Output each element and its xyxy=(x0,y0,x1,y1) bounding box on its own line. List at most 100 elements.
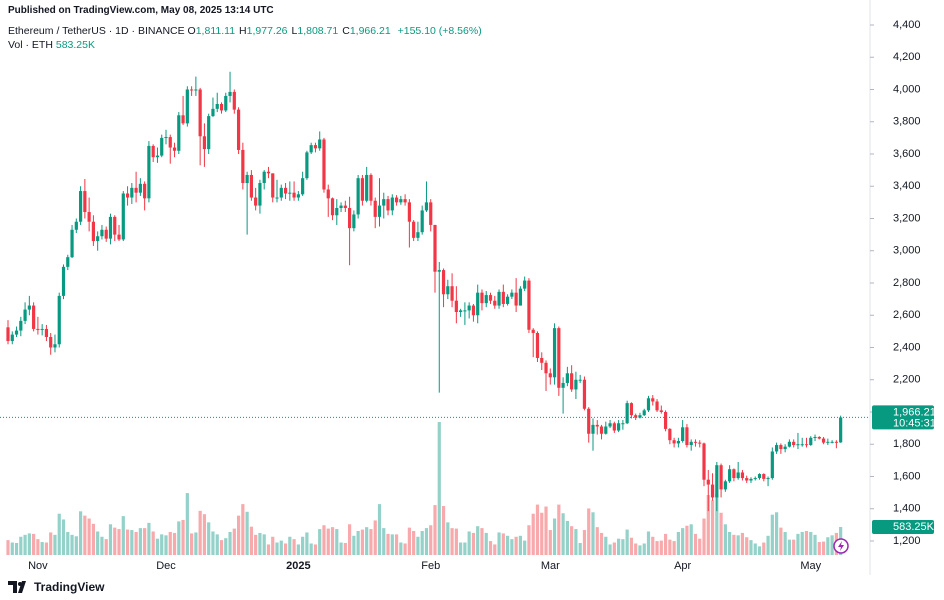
volume-bar xyxy=(531,513,535,555)
y-tick-label: 2,800 xyxy=(893,277,921,289)
candle-body xyxy=(702,443,706,480)
candle-body xyxy=(663,411,668,429)
volume-bar xyxy=(249,526,253,555)
volume-bar xyxy=(373,520,377,555)
candle-body xyxy=(668,428,672,441)
candle-body xyxy=(177,115,181,151)
candle-body xyxy=(27,305,31,310)
volume-bar xyxy=(83,515,87,555)
candle-body xyxy=(676,441,680,444)
volume-bar xyxy=(565,520,569,555)
volume-bar xyxy=(732,534,736,555)
candle-body xyxy=(134,187,138,193)
candle-body xyxy=(775,445,779,452)
axis-labels: Nov Dec 2025 Feb Mar Apr May xyxy=(28,560,822,572)
candle-body xyxy=(809,437,813,446)
candle-body xyxy=(800,444,804,446)
footer: TradingView xyxy=(8,580,104,594)
candle-body xyxy=(168,137,172,148)
volume-bar xyxy=(348,524,352,555)
candle-body xyxy=(241,149,245,184)
volume-bar xyxy=(87,518,91,555)
volume-bar xyxy=(74,536,78,555)
candle-body xyxy=(394,197,399,203)
volume-bar xyxy=(96,531,100,555)
volume-bar xyxy=(663,533,668,555)
candle-body xyxy=(450,286,454,301)
volume-bar xyxy=(343,543,347,555)
volume-bar xyxy=(181,519,185,555)
volume-bar xyxy=(134,531,138,555)
candle-body xyxy=(78,191,83,222)
volume-bar xyxy=(702,518,706,555)
volume-bar xyxy=(266,544,271,555)
x-tick-label: Feb xyxy=(421,560,440,572)
candle-body xyxy=(326,189,330,199)
volume-bar xyxy=(369,529,373,555)
candle-body xyxy=(125,193,130,198)
candle-body xyxy=(386,199,390,211)
countdown: 10:45:31 xyxy=(893,417,936,429)
volume-bar xyxy=(719,512,723,555)
y-tick-label: 3,000 xyxy=(893,245,921,257)
volume-box xyxy=(872,520,934,535)
candle-body xyxy=(121,193,125,240)
candle-body xyxy=(117,234,121,240)
candle-body xyxy=(181,115,185,124)
candle-body xyxy=(655,401,659,411)
candle-body xyxy=(634,415,638,418)
volume-bar xyxy=(104,539,108,555)
candle-body xyxy=(710,484,715,498)
volume-bar xyxy=(121,516,125,555)
volume-bar xyxy=(471,532,476,555)
candle-body xyxy=(488,295,493,301)
volume-bar xyxy=(117,529,121,555)
y-tick-label: 2,400 xyxy=(893,341,921,353)
volume-bar xyxy=(113,527,117,555)
volume-bar xyxy=(514,536,518,555)
volume-bar xyxy=(429,525,433,555)
candle-body xyxy=(420,210,424,233)
candle-body xyxy=(642,410,646,416)
candle-body xyxy=(19,320,23,331)
volume-bar xyxy=(36,539,40,555)
volume-bar xyxy=(6,540,10,555)
candle-body xyxy=(604,426,608,434)
last-price-box xyxy=(872,405,934,430)
volume-bar xyxy=(450,528,454,555)
candle-body xyxy=(544,362,548,374)
candle-body xyxy=(322,139,326,190)
volume-bar xyxy=(574,529,578,555)
brand: TradingView xyxy=(34,580,105,594)
volume-bar xyxy=(728,531,732,555)
volume-bar xyxy=(19,536,23,555)
brand-logo xyxy=(8,581,26,593)
volume-bar xyxy=(493,544,497,555)
volume-bar xyxy=(177,521,181,555)
candle-body xyxy=(480,292,484,304)
candle-body xyxy=(796,444,800,446)
candle-body xyxy=(527,280,531,330)
candle-body xyxy=(514,292,518,306)
volume-bar xyxy=(484,532,488,555)
volume-bar xyxy=(61,519,66,555)
volume-bar xyxy=(91,523,95,555)
y-tick-label: 3,800 xyxy=(893,116,921,128)
symbol: Ethereum / TetherUS · 1D · BINANCE xyxy=(8,25,185,37)
candle-body xyxy=(839,417,843,443)
volume-bar xyxy=(535,504,540,555)
change: +155.10 (+8.56%) xyxy=(397,25,482,37)
candle-body xyxy=(143,183,147,199)
candle-body xyxy=(728,469,732,482)
x-tick-label: May xyxy=(800,560,821,572)
volume-bar xyxy=(463,542,467,555)
volume-bar xyxy=(219,540,224,555)
volume-bar xyxy=(796,533,800,555)
candle-body xyxy=(467,305,471,311)
volume-bar xyxy=(552,518,557,555)
volume-bar xyxy=(557,504,561,555)
ohlc-value: 1,966.21 xyxy=(349,25,391,37)
candle-body xyxy=(484,295,488,304)
